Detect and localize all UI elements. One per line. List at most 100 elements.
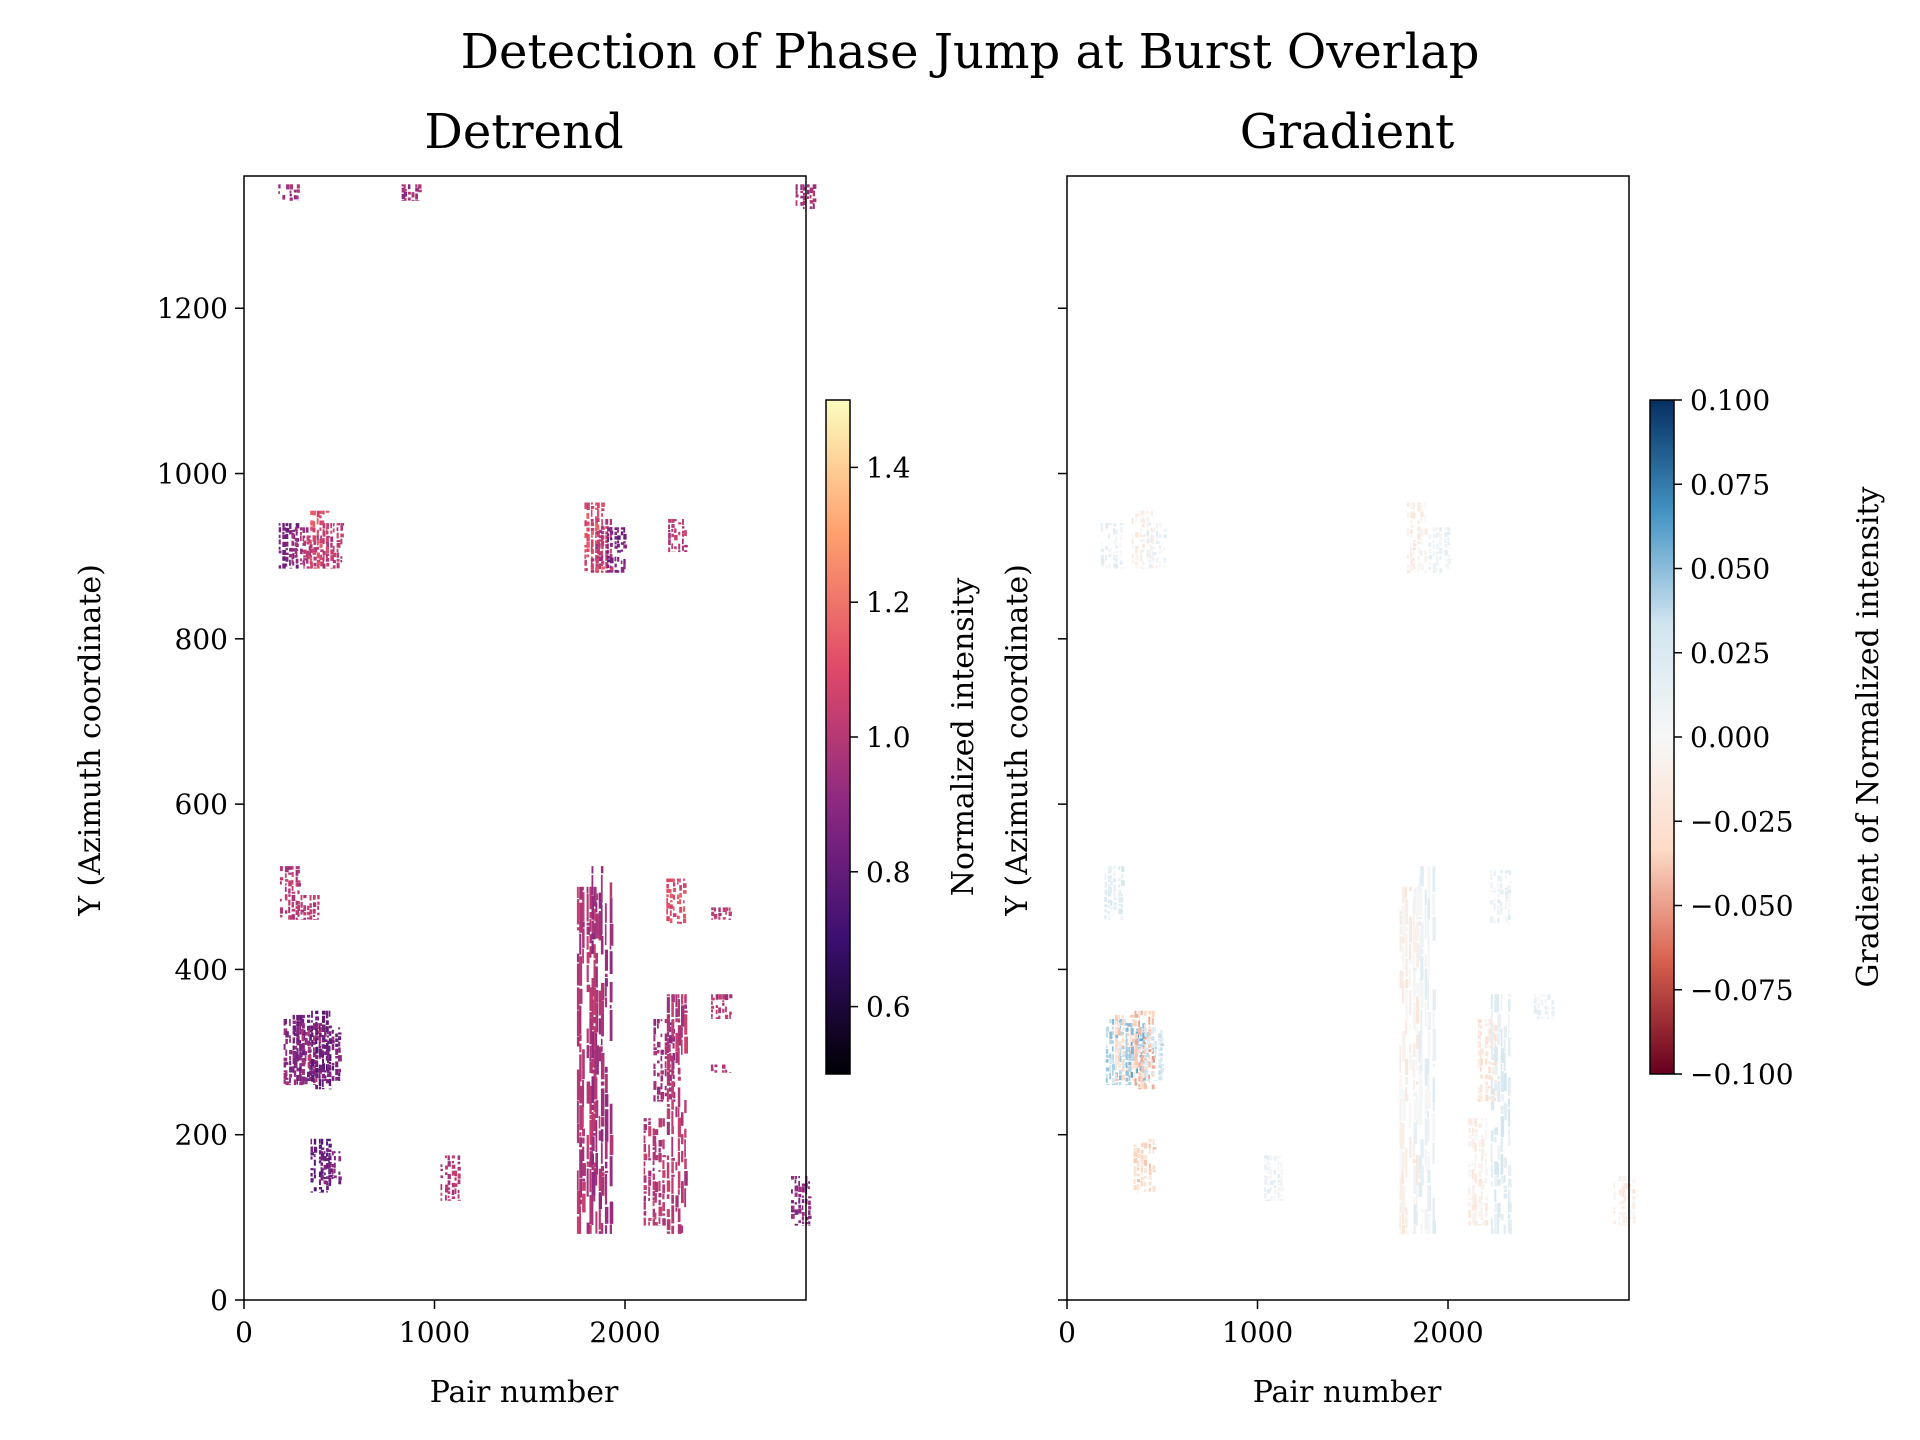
gradient-cell [1146,530,1150,537]
gradient-cell [1632,1219,1636,1224]
detrend-cell [662,1160,665,1170]
gradient-region [1490,870,1512,924]
detrend-cell [591,940,594,954]
detrend-cell [598,1046,602,1062]
detrend-cell [593,1017,597,1024]
gradient-cell [1142,534,1146,538]
gradient-cell [1129,1044,1132,1048]
detrend-cell [316,529,319,537]
detrend-cell [643,1118,647,1122]
gradient-cell [1497,881,1500,888]
gradient-cell [1138,1076,1142,1082]
gradient-cell [1115,529,1119,536]
detrend-cell [604,1161,608,1169]
gradient-cell [1503,1189,1507,1192]
detrend-cell [582,1107,584,1128]
detrend-cell [282,531,285,535]
gradient-cell [1109,1031,1113,1039]
gradient-cell [1150,546,1153,549]
gradient-cell [1551,999,1555,1006]
gradient-cell [1500,889,1504,895]
detrend-cell [325,1026,329,1033]
gradient-cell [1420,1209,1424,1213]
gradient-cell [1447,564,1450,571]
detrend-cell [289,547,293,552]
detrend-cell [668,547,671,553]
gradient-cell [1500,1064,1503,1071]
detrend-cell [600,1088,605,1117]
detrend-cell [326,1185,329,1191]
gradient-cell [1624,1216,1627,1221]
gradient-cell [1632,1211,1635,1216]
detrend-cell [321,1066,325,1069]
detrend-cell [327,1035,329,1038]
gradient-cell [1415,942,1419,968]
gradient-cell [1148,559,1152,563]
detrend-cell [291,554,294,560]
detrend-cell [331,1168,334,1174]
detrend-cell [586,893,589,922]
detrend-cell [338,1027,341,1030]
detrend-cell [315,1076,318,1083]
detrend-cell [595,1002,599,1033]
gradient-cell [1477,1087,1481,1094]
gradient-cell [1158,1042,1161,1045]
detrend-cell [312,535,316,538]
detrend-cell [675,1195,679,1208]
detrend-region [320,1151,342,1185]
detrend-cell [809,206,813,210]
gradient-cell [1424,1002,1427,1027]
gradient-cell [1144,1043,1147,1050]
detrend-cell [609,945,612,950]
detrend-cell [677,998,680,1017]
detrend-cell [326,1181,328,1186]
detrend-cell [679,906,683,913]
gradient-cell [1415,1187,1418,1209]
detrend-cell [316,510,320,518]
gradient-cell [1436,527,1438,531]
gradient-region [1133,1138,1157,1193]
detrend-cell [279,898,282,902]
gradient-cell [1148,1074,1151,1082]
gradient-cell [1140,549,1143,554]
gradient-region [1613,1176,1636,1226]
detrend-cell [317,917,319,920]
gradient-cell [1277,1166,1280,1172]
gradient-cell [1159,534,1162,538]
detrend-cell [664,1085,667,1091]
detrend-region [321,1027,342,1081]
detrend-cell [662,1193,665,1200]
gradient-cell [1111,1064,1115,1071]
gradient-cell [1401,1151,1405,1170]
gradient-cell [1118,1048,1121,1054]
gradient-cell [1613,1196,1616,1200]
detrend-cell [289,1066,293,1073]
gradient-cell [1494,1213,1498,1234]
detrend-cell [308,552,312,556]
detrend-cell [590,563,594,570]
gradient-cell [1118,1014,1120,1021]
detrend-cell [315,1046,319,1054]
detrend-cell [595,559,599,564]
detrend-cell [307,1014,311,1018]
gradient-cell [1409,960,1412,965]
detrend-cell [604,997,608,1008]
detrend-cell [591,1136,595,1151]
detrend-cell [323,1151,326,1154]
detrend-cell [652,1128,655,1136]
detrend-cell [319,510,323,514]
gradient-cell [1135,548,1138,554]
detrend-cell [623,527,626,533]
detrend-cell [331,1164,335,1168]
detrend-cell [293,1060,298,1069]
detrend-cell [722,1064,726,1069]
detrend-cell [576,1010,580,1037]
detrend-cell [301,1042,305,1050]
gradient-cell [1406,502,1410,507]
gradient-x-tick-label: 2000 [1412,1316,1483,1349]
gradient-cell [1108,523,1112,526]
detrend-cell [321,1068,325,1073]
detrend-cell [338,1047,341,1053]
gradient-cell [1129,1014,1134,1018]
detrend-cell [682,526,685,529]
